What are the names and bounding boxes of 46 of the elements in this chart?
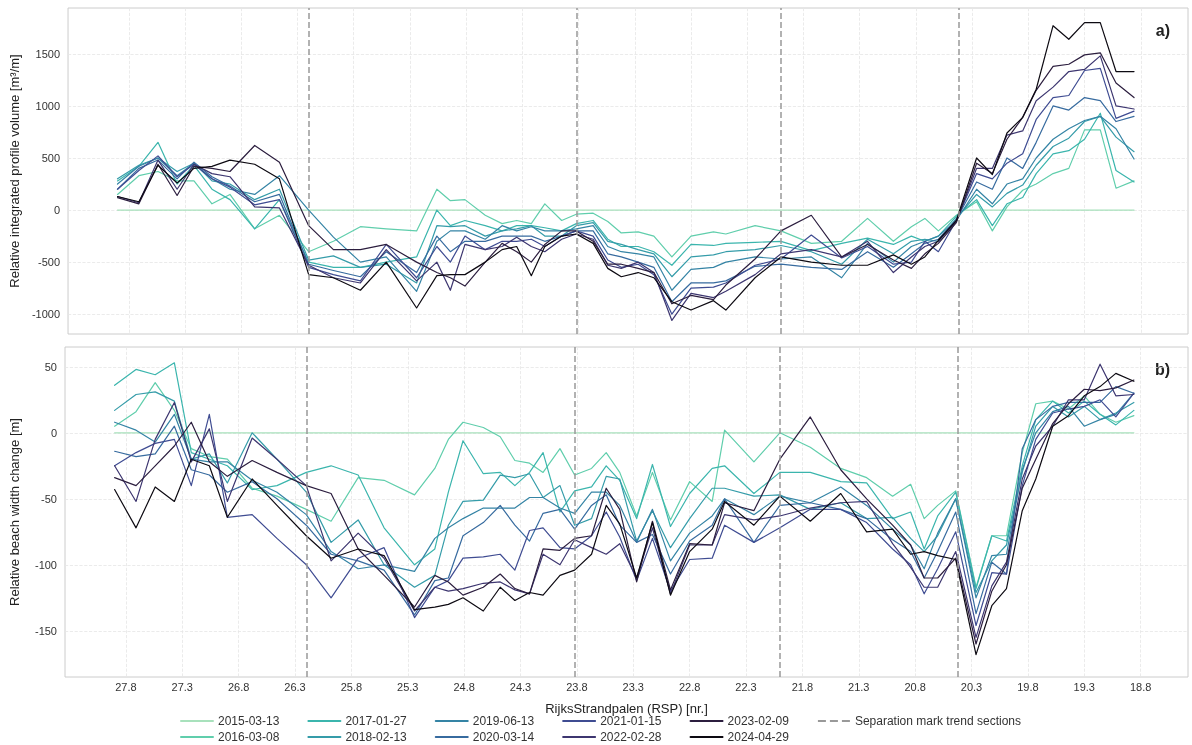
legend-label: 2021-01-15 <box>600 714 662 728</box>
x-tick-label: 23.8 <box>566 680 588 693</box>
x-tick-label: 24.8 <box>453 680 475 693</box>
y-tick-label: 1000 <box>35 99 61 112</box>
y-tick-label: -50 <box>41 492 57 505</box>
x-tick-label: 18.8 <box>1129 680 1152 693</box>
x-tick-label: 22.8 <box>678 680 701 693</box>
y-axis-title: Relative integrated profile volume [m³/m] <box>7 54 22 288</box>
x-tick-label: 20.8 <box>904 680 926 693</box>
y-tick-label: 500 <box>41 151 61 164</box>
y-tick-label: -150 <box>34 624 57 637</box>
x-tick-label: 26.8 <box>227 680 250 693</box>
y-tick-label: 0 <box>53 204 61 217</box>
x-tick-label: 19.3 <box>1073 680 1095 693</box>
legend-label: 2023-02-09 <box>727 714 790 728</box>
x-tick-label: 27.3 <box>171 680 193 693</box>
annotation: a) <box>1155 21 1171 39</box>
legend-label: 2015-03-13 <box>218 714 280 728</box>
annotation: b) <box>1154 360 1171 378</box>
x-tick-label: 20.3 <box>960 680 983 693</box>
x-axis-title: RijksStrandpalen (RSP) [nr.] <box>545 701 708 716</box>
x-tick-label: 25.8 <box>340 680 363 693</box>
y-tick-label: 50 <box>44 360 57 373</box>
legend-label: 2018-02-13 <box>345 730 408 744</box>
legend-label: 2019-06-13 <box>472 714 535 728</box>
x-tick-label: 22.3 <box>735 680 757 693</box>
x-tick-label: 19.8 <box>1017 680 1039 693</box>
y-tick-label: -1000 <box>31 308 61 321</box>
legend-label: 2022-02-28 <box>600 730 662 744</box>
legend-label: 2016-03-08 <box>218 730 280 744</box>
legend-label: Separation mark trend sections <box>854 714 1022 728</box>
legend-label: 2017-01-27 <box>345 714 408 728</box>
y-axis-title: Relative beach width change [m] <box>7 418 22 606</box>
y-tick-label: 0 <box>50 426 57 439</box>
x-tick-label: 25.3 <box>397 680 419 693</box>
x-tick-label: 24.3 <box>509 680 532 693</box>
x-tick-label: 27.8 <box>115 680 137 693</box>
legend-label: 2024-04-29 <box>727 730 790 744</box>
y-tick-label: -500 <box>38 256 61 269</box>
x-tick-label: 21.8 <box>791 680 814 693</box>
y-tick-label: -100 <box>34 558 57 571</box>
legend-label: 2020-03-14 <box>472 730 535 744</box>
y-tick-label: 1500 <box>35 47 61 60</box>
x-tick-label: 26.3 <box>284 680 306 693</box>
x-tick-label: 21.3 <box>848 680 870 693</box>
x-tick-label: 23.3 <box>622 680 644 693</box>
